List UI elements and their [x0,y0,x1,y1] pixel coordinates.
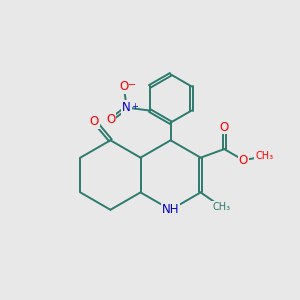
Text: O: O [239,154,248,166]
Text: −: − [128,80,136,90]
Text: O: O [119,80,128,94]
Text: O: O [106,113,115,127]
Text: +: + [131,102,138,111]
Text: CH₃: CH₃ [255,152,273,161]
Text: NH: NH [162,203,179,216]
Text: O: O [220,121,229,134]
Text: O: O [90,115,99,128]
Text: N: N [122,101,131,114]
Text: CH₃: CH₃ [212,202,230,212]
